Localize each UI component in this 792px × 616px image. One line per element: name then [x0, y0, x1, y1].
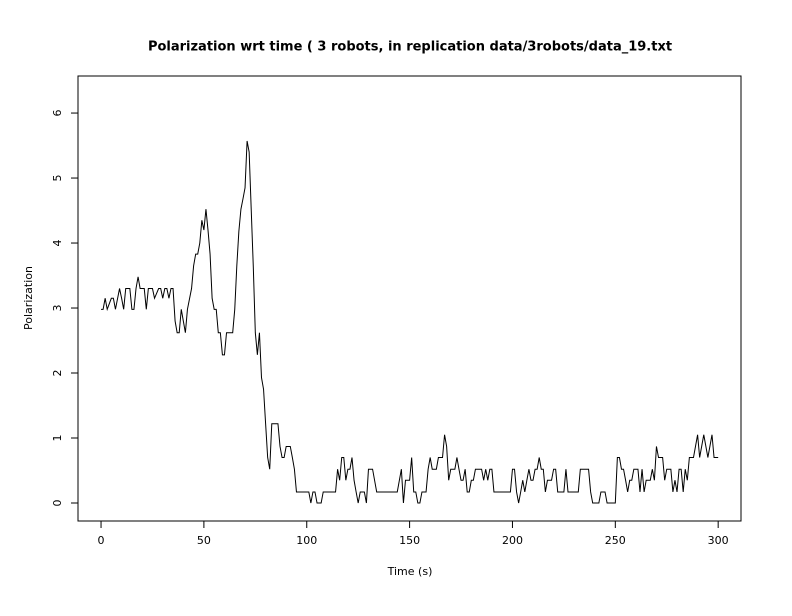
y-tick-label: 1	[51, 435, 64, 442]
y-tick-label: 5	[51, 175, 64, 182]
y-tick-label: 6	[51, 110, 64, 117]
x-tick-label: 50	[197, 534, 211, 547]
y-tick-label: 2	[51, 370, 64, 377]
y-tick-label: 0	[51, 499, 64, 506]
x-tick-label: 250	[605, 534, 626, 547]
y-tick-label: 3	[51, 305, 64, 312]
chart-title: Polarization wrt time ( 3 robots, in rep…	[148, 40, 672, 55]
y-tick-label: 4	[51, 240, 64, 247]
x-tick-label: 100	[296, 534, 317, 547]
x-axis-title: Time (s)	[387, 565, 433, 578]
x-tick-label: 300	[708, 534, 729, 547]
data-line	[101, 140, 719, 504]
y-axis-title: Polarization	[22, 266, 35, 330]
x-tick-label: 0	[98, 534, 105, 547]
x-tick-label: 150	[399, 534, 420, 547]
x-tick-label: 200	[502, 534, 523, 547]
